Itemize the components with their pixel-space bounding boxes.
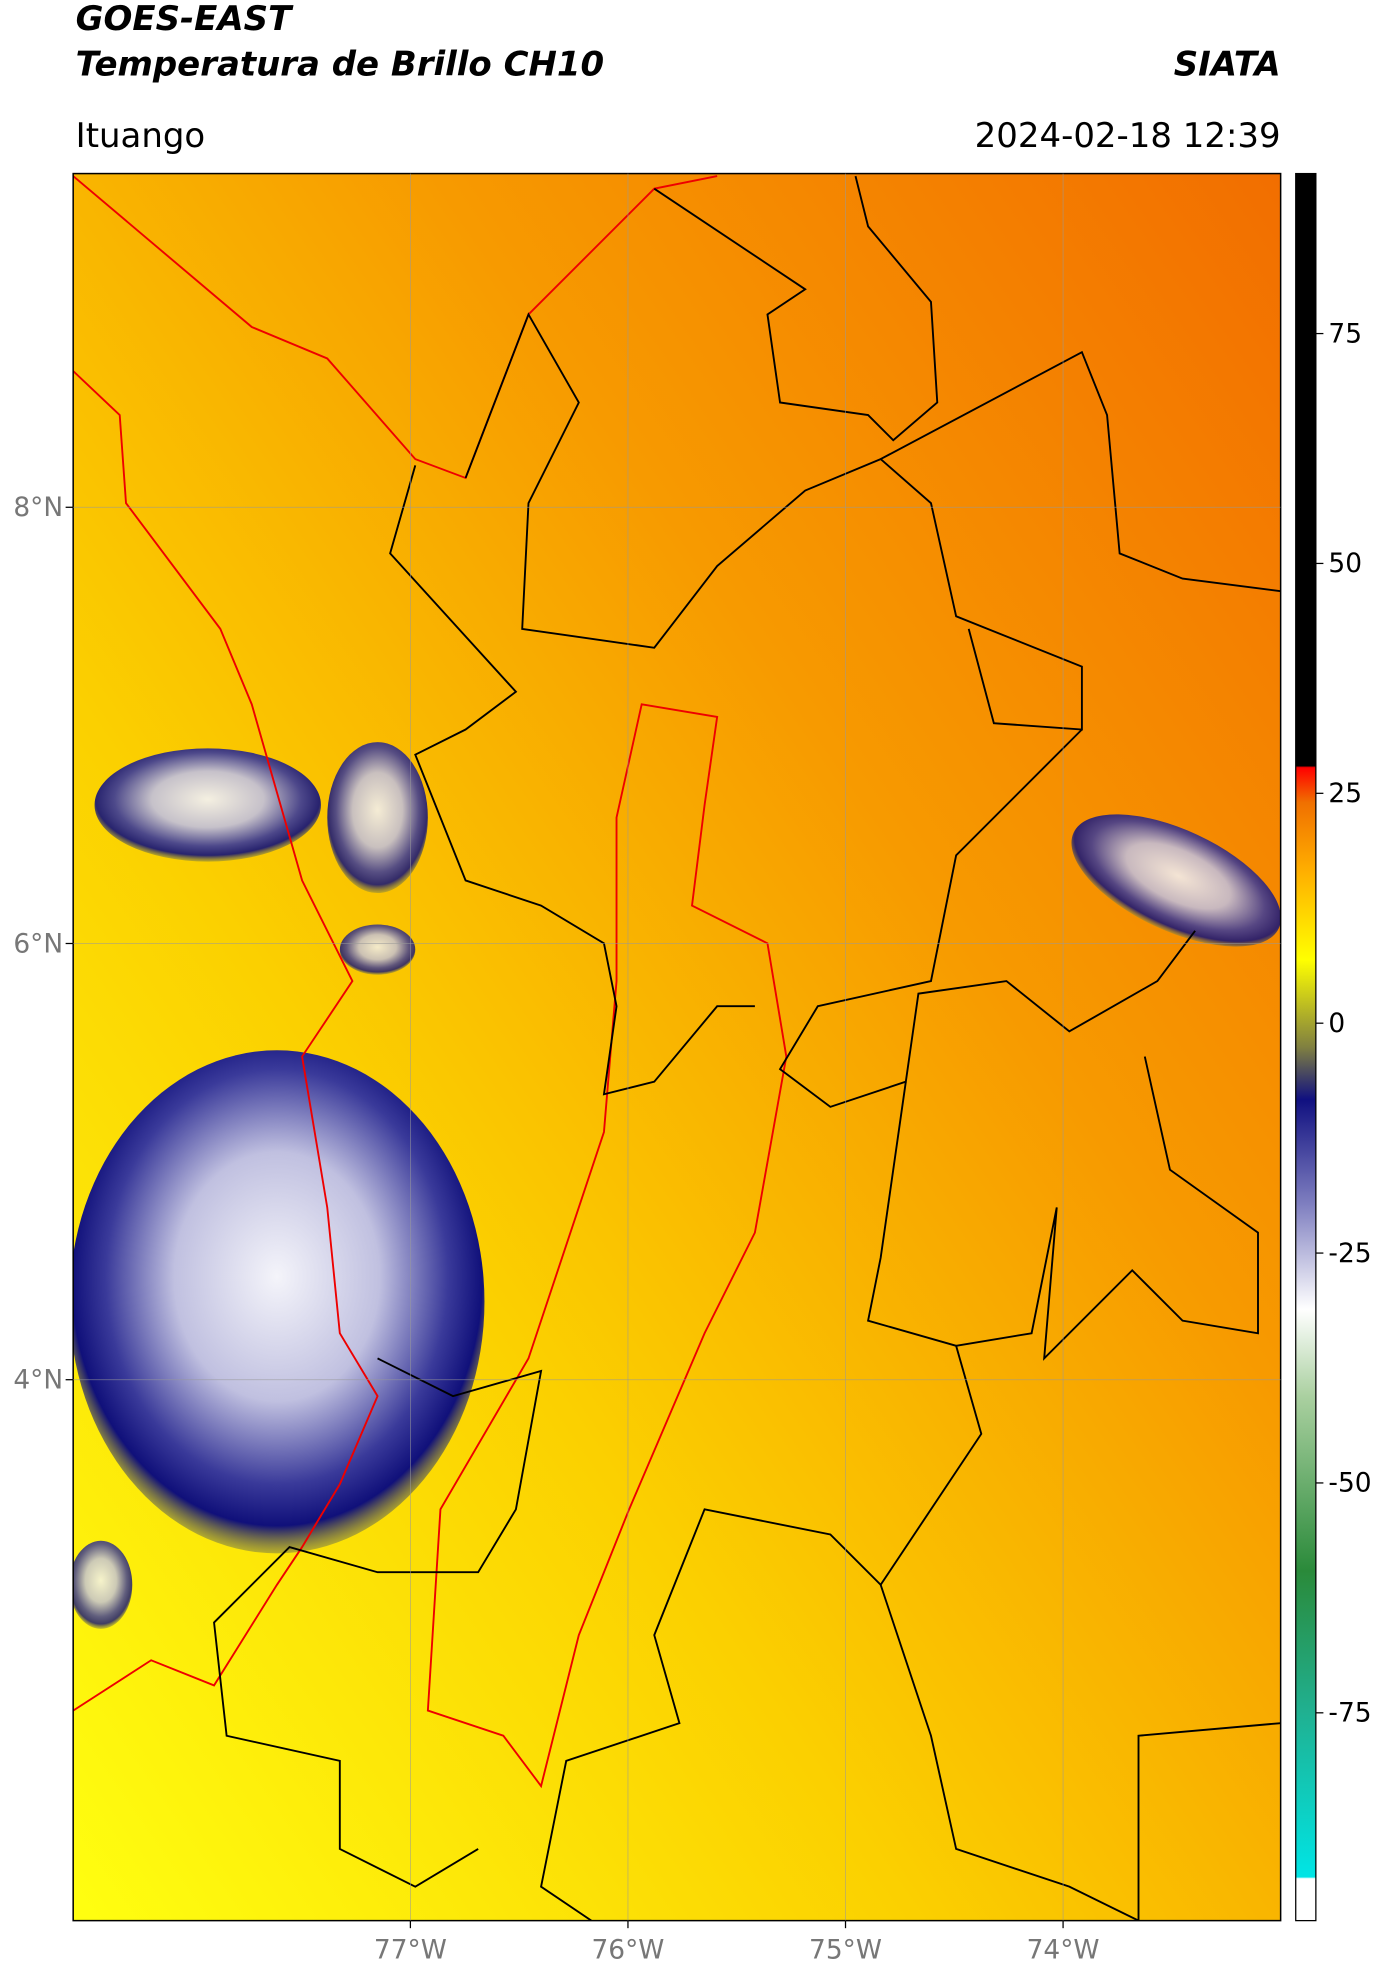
- cloud: [73, 1540, 133, 1629]
- colorbar-label: -50: [1328, 1468, 1371, 1499]
- colorbar-label: 75: [1328, 318, 1362, 349]
- coastline: [73, 175, 718, 480]
- x-tick-label: 76°W: [591, 1934, 664, 1965]
- colorbar-label: -25: [1328, 1238, 1371, 1269]
- y-tick-label: 4°N: [13, 1365, 63, 1396]
- y-tick-label: 6°N: [13, 928, 63, 959]
- cloud: [1071, 814, 1281, 947]
- agency: SIATA: [1174, 44, 1281, 84]
- colorbar: [1295, 172, 1317, 1922]
- subtitle: Temperatura de Brillo CH10: [76, 44, 604, 84]
- y-tick-label: 8°N: [13, 492, 63, 523]
- datetime: 2024-02-18 12:39: [975, 116, 1281, 156]
- x-tick-label: 77°W: [374, 1934, 447, 1965]
- colorbar-label: -75: [1328, 1698, 1371, 1729]
- cloud: [339, 924, 416, 975]
- colorbar-label: 25: [1328, 778, 1362, 809]
- cloud: [94, 748, 321, 862]
- location: Ituango: [76, 116, 206, 156]
- temperature-field: [73, 173, 1281, 1921]
- cloud: [73, 1050, 485, 1554]
- map-frame: [72, 172, 1282, 1922]
- x-tick-label: 74°W: [1027, 1934, 1100, 1965]
- title: GOES-EAST: [76, 0, 294, 39]
- basin-outline: [426, 703, 788, 1789]
- admin-borders: [213, 175, 1281, 1921]
- coastline: [73, 370, 379, 1712]
- map-image: [73, 173, 1281, 1921]
- x-tick-label: 75°W: [809, 1934, 882, 1965]
- colorbar-label: 0: [1328, 1008, 1345, 1039]
- colorbar-label: 50: [1328, 548, 1362, 579]
- cloud: [327, 742, 428, 894]
